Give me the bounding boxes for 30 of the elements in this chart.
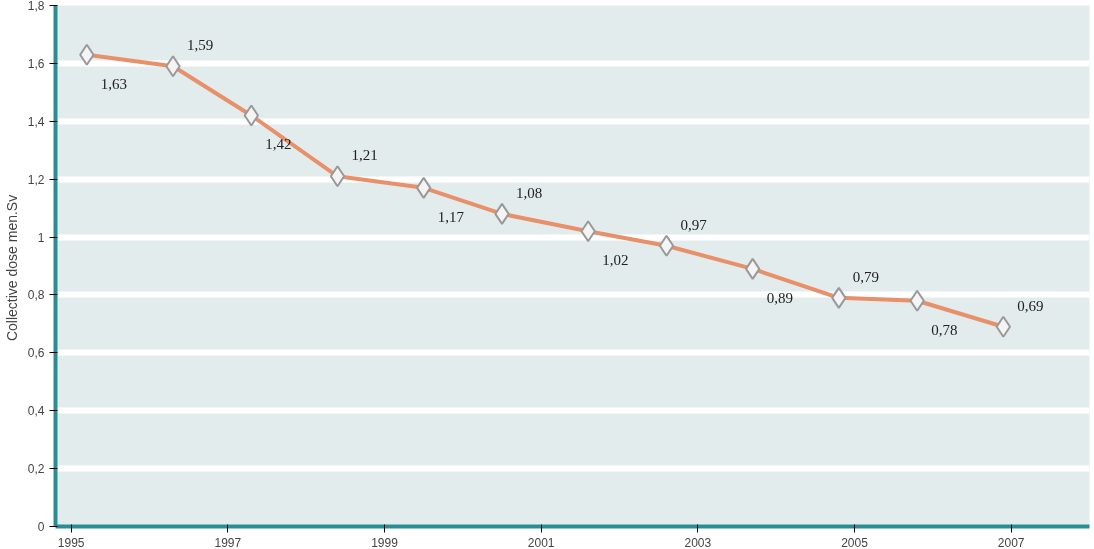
y-tick-label: 0,8: [27, 288, 45, 303]
y-tick-label: 1: [37, 230, 45, 245]
text: 0,78: [931, 321, 958, 338]
x-tick-label: 2007: [997, 535, 1025, 549]
y-tick-label: 1,8: [27, 0, 45, 13]
text: 0,69: [1017, 297, 1044, 314]
text: 1,02: [602, 252, 629, 269]
y-axis-title: Collective dose men.Sv: [3, 194, 20, 342]
text: 1,21: [351, 147, 378, 164]
y-tick-label: 0,6: [27, 346, 45, 361]
y-tick-label: 1,6: [27, 56, 45, 71]
text: 0,97: [680, 216, 707, 233]
x-tick-label: 2003: [684, 535, 712, 549]
x-tick-label: 1995: [57, 535, 85, 549]
y-tick-label: 0,4: [27, 404, 45, 419]
y-tick-label: 0: [37, 520, 45, 534]
text: 1,63: [100, 75, 128, 92]
x-tick-label: 1999: [371, 535, 399, 549]
x-tick-label: 2001: [527, 535, 555, 549]
text: 0,89: [766, 289, 793, 306]
text: 1,17: [437, 208, 464, 225]
y-tick-label: 0,2: [27, 462, 45, 477]
text: 1,08: [516, 184, 543, 201]
y-tick-label: 1,2: [27, 172, 45, 187]
text: 1,42: [265, 136, 292, 153]
x-tick-label: 2005: [841, 535, 869, 549]
text: 0,79: [852, 268, 880, 285]
x-tick-label: 1997: [214, 535, 242, 549]
y-tick-label: 1,4: [27, 114, 45, 129]
text: 1,59: [187, 37, 214, 54]
